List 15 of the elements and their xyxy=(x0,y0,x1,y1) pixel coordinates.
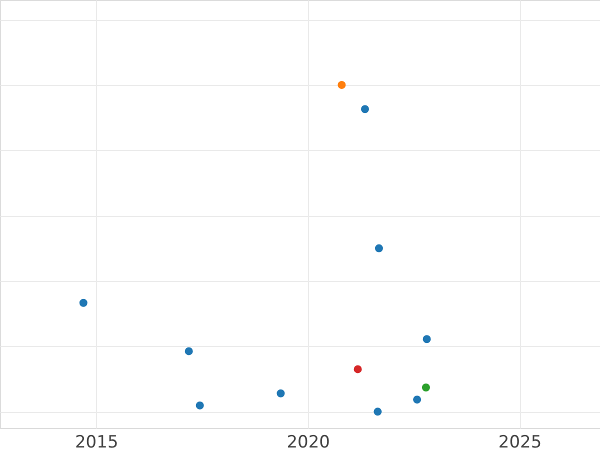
x-tick-label: 2025 xyxy=(498,432,542,450)
point xyxy=(184,347,193,356)
point xyxy=(360,105,369,114)
point xyxy=(413,396,422,404)
x-tick-label: 2015 xyxy=(74,432,118,450)
point xyxy=(422,383,430,392)
point xyxy=(374,244,383,252)
point xyxy=(276,389,285,398)
point xyxy=(196,401,204,410)
point xyxy=(354,365,362,374)
point xyxy=(422,335,431,344)
point xyxy=(374,408,382,416)
point xyxy=(79,298,88,307)
point xyxy=(338,80,346,89)
x-tick-label: 2020 xyxy=(286,432,330,450)
